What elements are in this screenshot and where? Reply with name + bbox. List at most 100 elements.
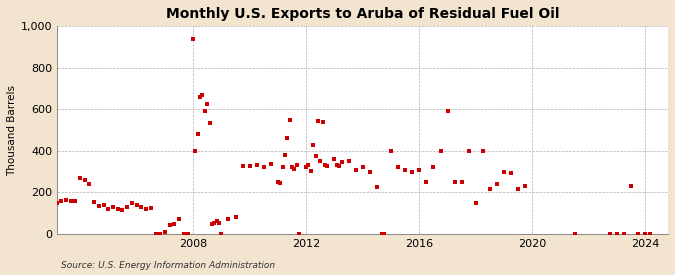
Point: [520, 184, 531, 188]
Point: [513, 187, 524, 191]
Point: [329, 157, 340, 161]
Point: [103, 207, 114, 211]
Point: [126, 200, 137, 205]
Point: [145, 206, 156, 210]
Point: [289, 166, 300, 171]
Y-axis label: Thousand Barrels: Thousand Barrels: [7, 85, 17, 176]
Point: [140, 207, 151, 211]
Point: [320, 163, 331, 168]
Point: [230, 215, 241, 219]
Point: [200, 109, 211, 114]
Point: [371, 185, 382, 189]
Point: [393, 165, 404, 170]
Point: [303, 163, 314, 168]
Point: [317, 120, 328, 124]
Point: [275, 181, 286, 185]
Point: [315, 159, 326, 163]
Point: [414, 167, 425, 172]
Point: [376, 232, 387, 236]
Point: [626, 184, 637, 188]
Point: [407, 169, 418, 174]
Point: [214, 220, 225, 225]
Point: [207, 221, 217, 226]
Point: [292, 163, 302, 168]
Point: [379, 232, 389, 236]
Point: [108, 205, 119, 209]
Point: [164, 222, 175, 227]
Point: [491, 182, 502, 186]
Point: [470, 200, 481, 205]
Point: [645, 232, 655, 236]
Point: [350, 167, 361, 172]
Point: [499, 169, 510, 174]
Point: [173, 217, 184, 222]
Point: [75, 176, 86, 180]
Point: [265, 162, 276, 167]
Point: [336, 160, 347, 164]
Point: [237, 164, 248, 169]
Point: [89, 200, 100, 204]
Point: [605, 232, 616, 236]
Point: [343, 159, 354, 163]
Point: [131, 203, 142, 207]
Point: [282, 136, 293, 141]
Point: [277, 165, 288, 170]
Point: [94, 204, 105, 208]
Point: [331, 163, 342, 168]
Point: [190, 149, 201, 153]
Point: [400, 167, 410, 172]
Point: [202, 102, 213, 106]
Point: [136, 205, 147, 209]
Point: [308, 142, 319, 147]
Point: [122, 205, 133, 209]
Point: [450, 180, 460, 184]
Point: [463, 149, 474, 153]
Point: [477, 149, 488, 153]
Point: [334, 164, 345, 169]
Point: [211, 219, 222, 224]
Point: [84, 182, 95, 186]
Point: [294, 232, 304, 236]
Point: [284, 117, 295, 122]
Point: [306, 168, 317, 173]
Point: [506, 170, 516, 175]
Point: [61, 197, 72, 202]
Point: [251, 163, 262, 168]
Point: [80, 178, 90, 182]
Point: [195, 95, 206, 99]
Point: [183, 232, 194, 236]
Title: Monthly U.S. Exports to Aruba of Residual Fuel Oil: Monthly U.S. Exports to Aruba of Residua…: [166, 7, 560, 21]
Point: [169, 221, 180, 226]
Point: [155, 232, 165, 236]
Point: [244, 164, 255, 169]
Point: [159, 230, 170, 234]
Point: [435, 149, 446, 153]
Point: [485, 187, 495, 191]
Point: [322, 164, 333, 169]
Point: [456, 180, 467, 184]
Point: [619, 232, 630, 236]
Point: [204, 121, 215, 125]
Point: [310, 154, 321, 158]
Point: [287, 165, 298, 170]
Point: [47, 200, 57, 204]
Point: [421, 180, 432, 184]
Point: [188, 37, 198, 41]
Point: [301, 165, 312, 170]
Point: [633, 232, 644, 236]
Point: [385, 149, 396, 153]
Point: [197, 93, 208, 97]
Point: [216, 232, 227, 236]
Point: [223, 217, 234, 222]
Point: [442, 109, 453, 114]
Point: [112, 207, 123, 211]
Point: [640, 232, 651, 236]
Point: [357, 165, 368, 170]
Point: [364, 169, 375, 174]
Point: [98, 203, 109, 207]
Point: [313, 119, 323, 123]
Point: [273, 180, 284, 184]
Point: [570, 232, 580, 236]
Point: [209, 220, 220, 225]
Point: [259, 165, 269, 170]
